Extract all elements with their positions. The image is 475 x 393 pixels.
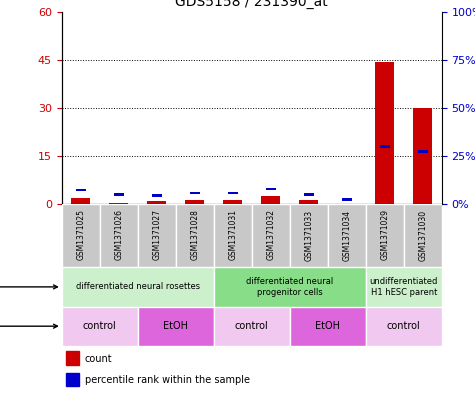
- Text: EtOH: EtOH: [315, 321, 340, 331]
- Bar: [366, 307, 442, 346]
- Title: GDS5158 / 231390_at: GDS5158 / 231390_at: [175, 0, 328, 9]
- Bar: [62, 267, 214, 307]
- Bar: [366, 267, 442, 307]
- Text: GSM1371025: GSM1371025: [76, 209, 85, 261]
- Text: GSM1371027: GSM1371027: [152, 209, 161, 261]
- Bar: [214, 204, 252, 267]
- Bar: [114, 193, 124, 196]
- Text: cell type: cell type: [0, 282, 57, 292]
- Bar: [138, 307, 214, 346]
- Text: GSM1371032: GSM1371032: [266, 209, 275, 261]
- Bar: [375, 62, 394, 204]
- Text: GSM1371030: GSM1371030: [418, 209, 427, 261]
- Text: control: control: [387, 321, 421, 331]
- Bar: [328, 204, 366, 267]
- Bar: [290, 307, 366, 346]
- Bar: [62, 307, 138, 346]
- Bar: [214, 267, 366, 307]
- Text: undifferentiated
H1 hESC parent: undifferentiated H1 hESC parent: [370, 277, 438, 297]
- Bar: [418, 150, 428, 153]
- Text: GSM1371026: GSM1371026: [114, 209, 123, 261]
- Text: differentiated neural rosettes: differentiated neural rosettes: [76, 283, 200, 291]
- Bar: [185, 200, 204, 204]
- Bar: [176, 204, 214, 267]
- Bar: [404, 204, 442, 267]
- Bar: [299, 200, 318, 204]
- Bar: [223, 200, 242, 204]
- Text: EtOH: EtOH: [163, 321, 188, 331]
- Text: count: count: [85, 354, 112, 364]
- Bar: [290, 204, 328, 267]
- Bar: [304, 193, 314, 196]
- Text: GSM1371031: GSM1371031: [228, 209, 237, 261]
- Bar: [266, 188, 275, 190]
- Bar: [62, 204, 100, 267]
- Bar: [190, 191, 199, 194]
- Bar: [342, 198, 352, 201]
- Bar: [214, 307, 290, 346]
- Bar: [147, 201, 166, 204]
- Bar: [413, 108, 432, 204]
- Bar: [66, 373, 79, 386]
- Bar: [100, 204, 138, 267]
- Bar: [76, 189, 86, 191]
- Text: GSM1371028: GSM1371028: [190, 209, 199, 260]
- Text: control: control: [83, 321, 117, 331]
- Bar: [152, 195, 162, 197]
- Bar: [366, 204, 404, 267]
- Bar: [109, 203, 128, 204]
- Bar: [228, 191, 238, 194]
- Bar: [138, 204, 176, 267]
- Bar: [252, 204, 290, 267]
- Text: agent: agent: [0, 321, 57, 331]
- Text: differentiated neural
progenitor cells: differentiated neural progenitor cells: [246, 277, 333, 297]
- Text: control: control: [235, 321, 269, 331]
- Text: GSM1371034: GSM1371034: [342, 209, 351, 261]
- Bar: [66, 351, 79, 365]
- Text: percentile rank within the sample: percentile rank within the sample: [85, 375, 249, 385]
- Bar: [71, 198, 90, 204]
- Text: GSM1371029: GSM1371029: [380, 209, 389, 261]
- Bar: [261, 196, 280, 204]
- Bar: [380, 145, 389, 148]
- Text: GSM1371033: GSM1371033: [304, 209, 313, 261]
